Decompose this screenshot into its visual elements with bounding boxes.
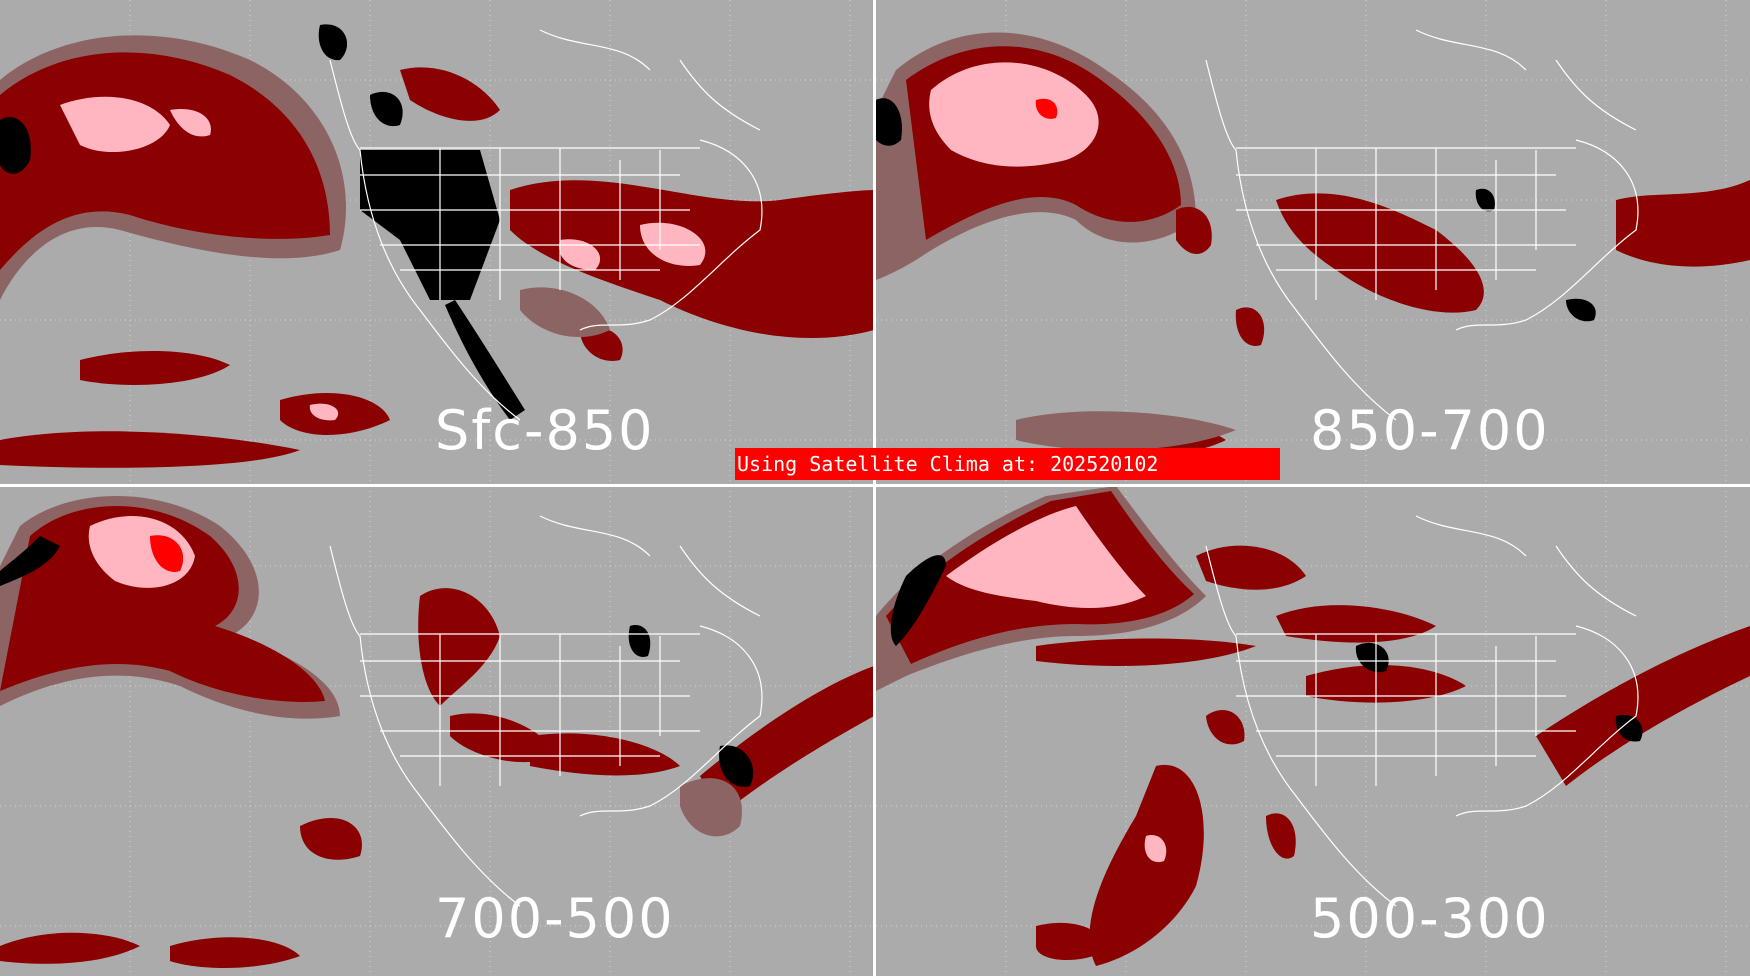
map-panel-500-300 bbox=[876, 486, 1750, 976]
map-canvas bbox=[0, 0, 874, 484]
map-panel-700-500 bbox=[0, 486, 874, 976]
political-borders bbox=[329, 29, 763, 421]
map-canvas bbox=[876, 486, 1750, 976]
moisture-fields bbox=[876, 32, 1750, 455]
horizontal-divider bbox=[0, 484, 1750, 487]
political-borders bbox=[329, 515, 763, 907]
map-panel-850-700 bbox=[876, 0, 1750, 484]
map-canvas bbox=[876, 0, 1750, 484]
panel-label-850-700: 850-700 bbox=[1310, 399, 1550, 462]
political-borders bbox=[1205, 29, 1639, 421]
panel-label-500-300: 500-300 bbox=[1310, 887, 1550, 950]
panel-label-sfc-850: Sfc-850 bbox=[435, 399, 655, 462]
political-borders bbox=[1205, 515, 1639, 907]
map-canvas bbox=[0, 486, 874, 976]
vertical-divider bbox=[873, 0, 876, 976]
satellite-clima-banner: Using Satellite Clima at: 202520102 bbox=[735, 448, 1280, 480]
moisture-fields bbox=[0, 496, 874, 968]
moisture-fields bbox=[0, 24, 874, 468]
map-panel-sfc-850 bbox=[0, 0, 874, 484]
moisture-fields bbox=[876, 486, 1750, 966]
panel-label-700-500: 700-500 bbox=[435, 887, 675, 950]
